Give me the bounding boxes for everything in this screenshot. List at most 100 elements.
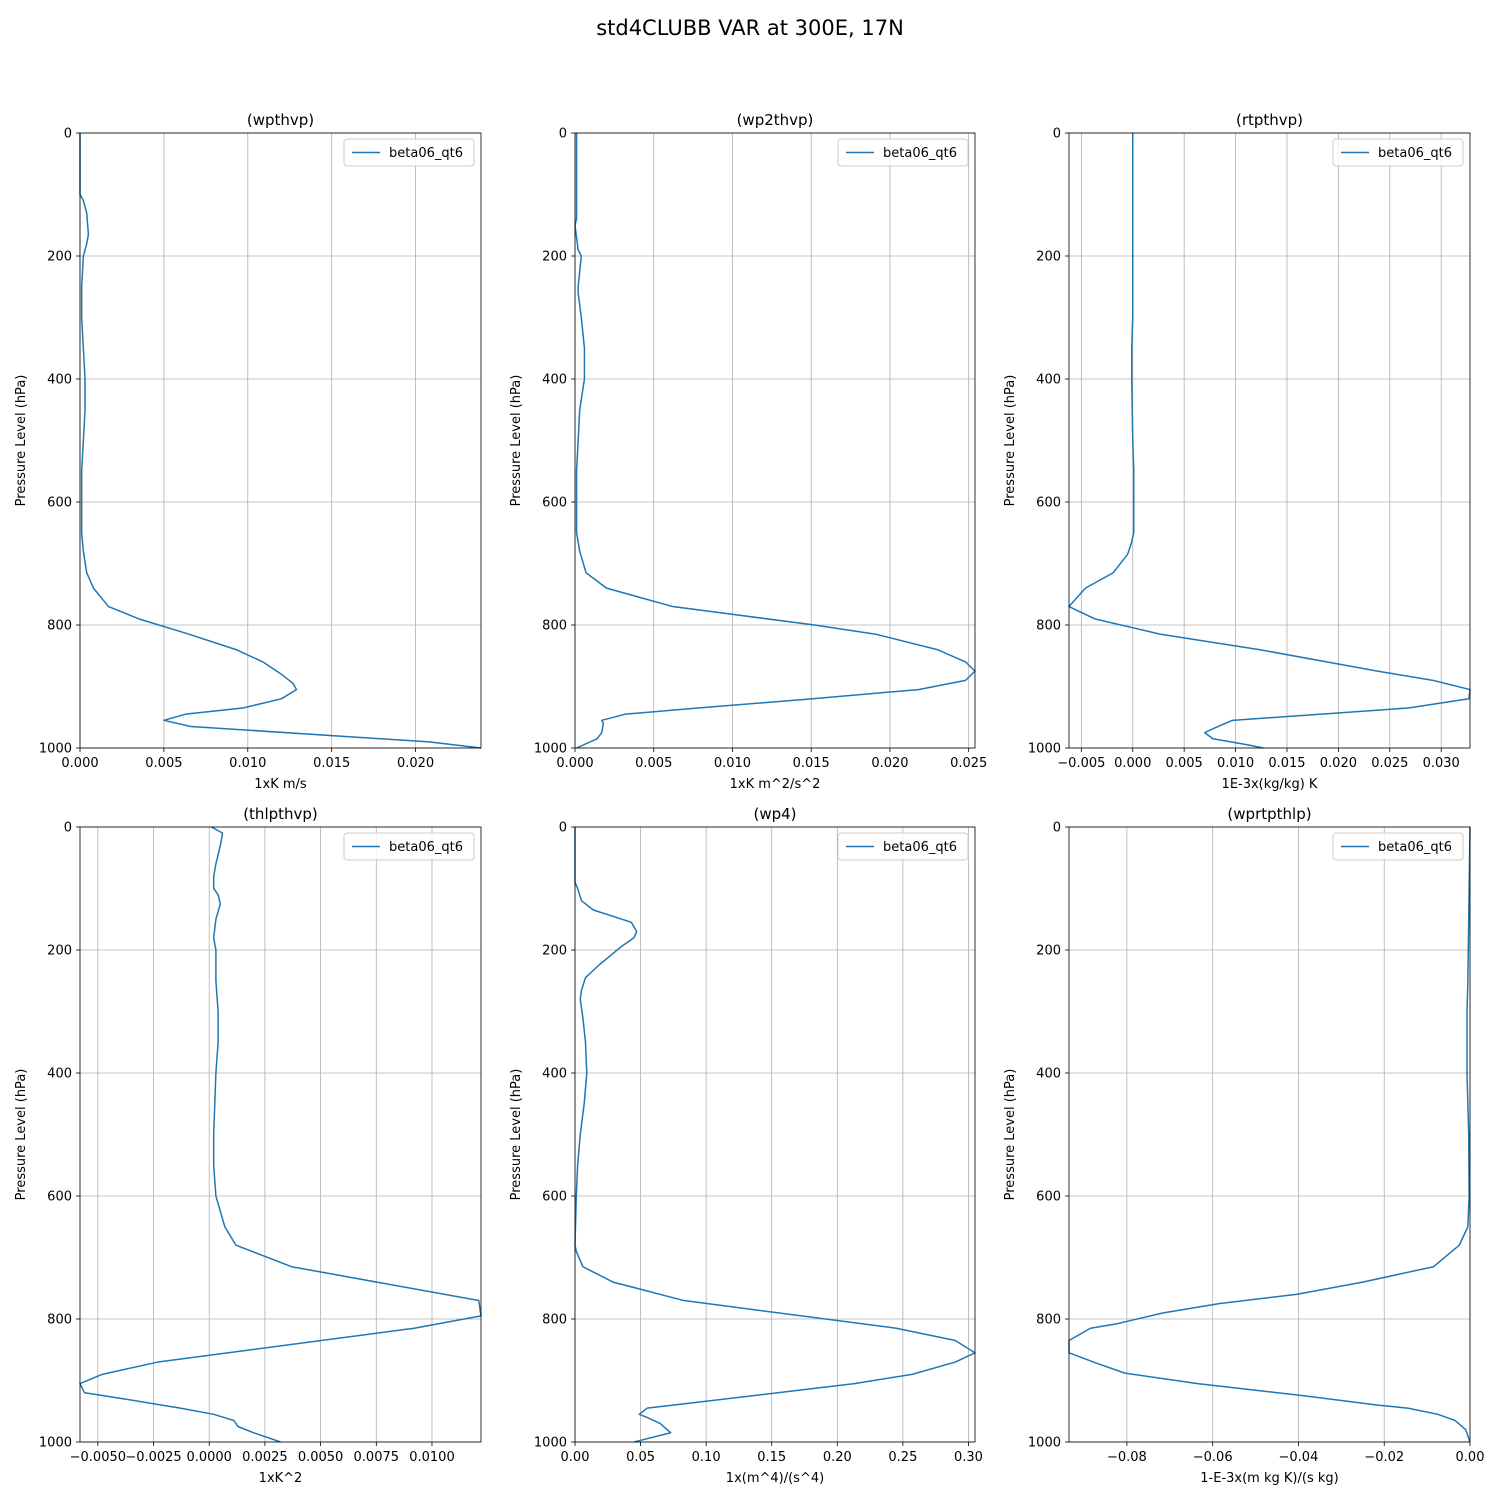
series-line-beta06_qt6 — [1068, 133, 1471, 749]
y-tick-label: 400 — [47, 1067, 72, 1082]
y-tick-label: 800 — [47, 1313, 72, 1328]
y-tick-label: 800 — [1036, 619, 1061, 634]
x-tick-label: 0.015 — [1268, 756, 1305, 771]
subplot: −0.005 0.000 0.005 0.010 0.015 0.020 0.025 0.03… — [1003, 111, 1471, 792]
y-tick-label: 600 — [542, 1190, 567, 1205]
y-tick-label: 400 — [1036, 1067, 1061, 1082]
x-tick-label: 0.005 — [145, 756, 182, 771]
y-tick-label: 200 — [1036, 250, 1061, 265]
x-tick-label: 0.020 — [871, 756, 908, 771]
x-tick-label: 0.0050 — [298, 1450, 344, 1465]
y-tick-label: 800 — [1036, 1313, 1061, 1328]
series-line-beta06_qt6 — [574, 133, 976, 749]
legend-box — [1332, 832, 1464, 861]
x-tick-label: 0.000 — [1114, 756, 1151, 771]
x-axis-label: 1E-3x(kg/kg) K — [1222, 777, 1318, 792]
x-tick-label: 0.25 — [888, 1450, 917, 1465]
legend-label: beta06_qt6 — [883, 146, 957, 161]
axes-frame — [79, 826, 482, 1443]
axes-frame — [574, 826, 976, 1443]
x-tick-label: 0.0075 — [354, 1450, 400, 1465]
x-tick-label: 0.010 — [1217, 756, 1254, 771]
y-axis-label: Pressure Level (hPa) — [1003, 375, 1018, 507]
y-axis-label: Pressure Level (hPa) — [1003, 1069, 1018, 1201]
subplot-title: (rtpthvp) — [1236, 111, 1303, 129]
y-tick-label: 800 — [47, 619, 72, 634]
subplot-title: (wprtpthlp) — [1227, 805, 1311, 823]
y-tick-label: 600 — [1036, 496, 1061, 511]
x-axis-label: 1xK m^2/s^2 — [730, 777, 821, 792]
y-tick-label: 1000 — [1028, 1436, 1061, 1451]
y-tick-label: 600 — [1036, 1190, 1061, 1205]
x-axis-label: 1xK^2 — [259, 1471, 303, 1486]
x-tick-label: −0.005 — [1057, 756, 1105, 771]
legend: beta06_qt6 — [837, 832, 969, 861]
x-axis-label: 1x(m^4)/(s^4) — [726, 1471, 824, 1486]
series-line-beta06_qt6 — [79, 133, 482, 749]
figure-title: std4CLUBB VAR at 300E, 17N — [596, 16, 904, 40]
x-tick-label: 0.000 — [61, 756, 98, 771]
legend-box — [343, 832, 475, 861]
y-tick-label: 1000 — [1028, 742, 1061, 757]
y-tick-label: 1000 — [39, 1436, 72, 1451]
y-tick-label: 600 — [542, 496, 567, 511]
x-tick-label: 0.30 — [954, 1450, 983, 1465]
legend-box — [1332, 138, 1464, 167]
y-tick-label: 0 — [559, 821, 567, 836]
x-tick-label: 0.00 — [1456, 1450, 1485, 1465]
series-line-beta06_qt6 — [1068, 826, 1471, 1443]
y-tick-label: 200 — [542, 944, 567, 959]
x-tick-label: 0.00 — [561, 1450, 590, 1465]
series-line-beta06_qt6 — [79, 826, 482, 1443]
x-tick-label: 0.10 — [692, 1450, 721, 1465]
subplot-title: (wp2thvp) — [737, 111, 814, 129]
x-tick-label: 0.000 — [556, 756, 593, 771]
x-tick-label: 0.0100 — [409, 1450, 455, 1465]
subplot: −0.0050 −0.0025 0.0000 0.0025 0.0050 0.0075 0.… — [14, 805, 482, 1486]
x-tick-label: −0.0025 — [125, 1450, 181, 1465]
x-tick-label: −0.0050 — [70, 1450, 126, 1465]
x-tick-label: 0.005 — [1166, 756, 1203, 771]
legend-label: beta06_qt6 — [883, 840, 957, 855]
x-tick-label: 0.05 — [626, 1450, 655, 1465]
legend-label: beta06_qt6 — [389, 146, 463, 161]
x-tick-label: 0.15 — [757, 1450, 786, 1465]
x-tick-label: 0.015 — [313, 756, 350, 771]
subplot-title: (wp4) — [753, 805, 796, 823]
y-tick-label: 0 — [1053, 821, 1061, 836]
y-tick-label: 400 — [47, 373, 72, 388]
y-tick-label: 400 — [542, 373, 567, 388]
x-tick-label: 0.020 — [1320, 756, 1357, 771]
y-tick-label: 0 — [1053, 127, 1061, 142]
subplot: 0.000 0.005 0.010 0.015 0.020 0.025 0 200 400 600… — [509, 111, 987, 792]
axes-frame — [1068, 132, 1471, 749]
axes-frame — [1068, 826, 1471, 1443]
subplot: 0.00 0.05 0.10 0.15 0.20 0.25 0.30 0 200 400 600 80… — [509, 805, 983, 1486]
legend: beta06_qt6 — [837, 138, 969, 167]
legend-box — [343, 138, 475, 167]
x-tick-label: 0.010 — [229, 756, 266, 771]
x-tick-label: −0.06 — [1193, 1450, 1233, 1465]
y-axis-label: Pressure Level (hPa) — [14, 375, 29, 507]
x-tick-label: 0.0000 — [186, 1450, 232, 1465]
x-axis-label: 1-E-3x(m kg K)/(s kg) — [1200, 1471, 1338, 1486]
subplot: 0.000 0.005 0.010 0.015 0.020 0 200 400 600 800 10… — [14, 111, 482, 792]
y-tick-label: 600 — [47, 496, 72, 511]
y-tick-label: 1000 — [534, 1436, 567, 1451]
legend-label: beta06_qt6 — [389, 840, 463, 855]
series-line-beta06_qt6 — [574, 827, 976, 1443]
y-tick-label: 800 — [542, 619, 567, 634]
y-tick-label: 400 — [1036, 373, 1061, 388]
y-tick-label: 0 — [64, 127, 72, 142]
y-tick-label: 400 — [542, 1067, 567, 1082]
legend-label: beta06_qt6 — [1378, 146, 1452, 161]
legend: beta06_qt6 — [343, 832, 475, 861]
x-tick-label: 0.015 — [793, 756, 830, 771]
x-tick-label: −0.08 — [1107, 1450, 1147, 1465]
legend: beta06_qt6 — [343, 138, 475, 167]
x-tick-label: 0.005 — [635, 756, 672, 771]
axes-frame — [79, 132, 482, 749]
x-tick-label: 0.010 — [714, 756, 751, 771]
